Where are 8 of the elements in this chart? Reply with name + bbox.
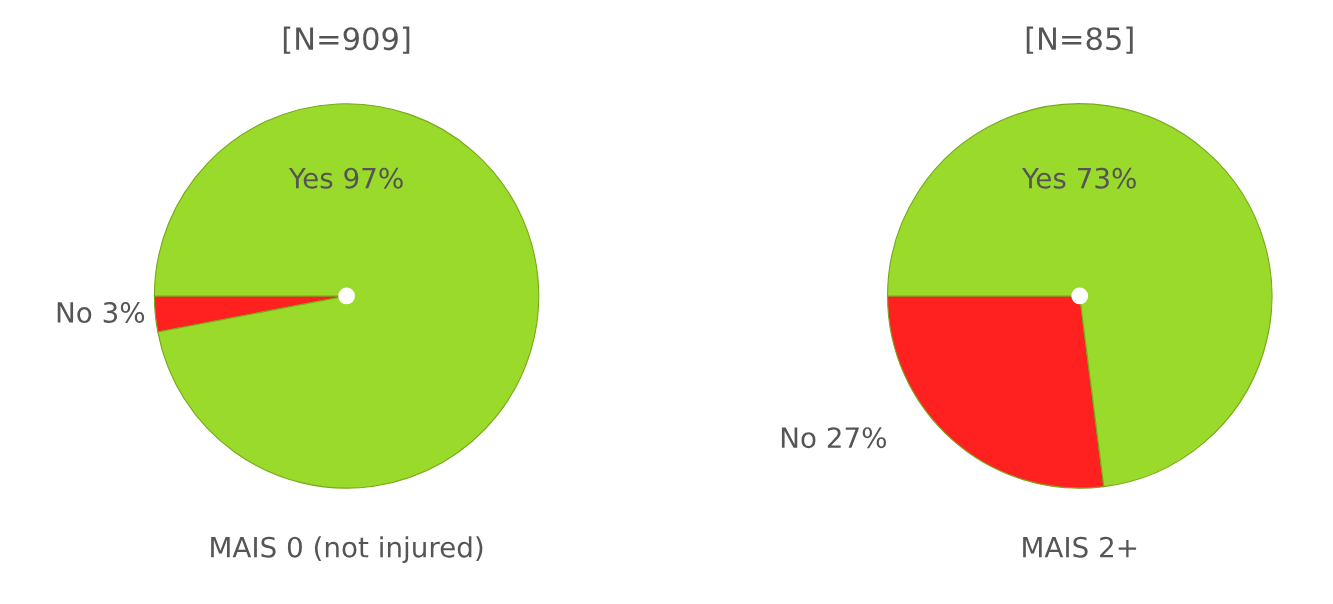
slice-label: No 3% [57,302,145,324]
text: MAIS 2+ [1023,536,1137,558]
text: MAIS 0 (not injured) [211,536,483,564]
slice-label: Yes 97% [288,167,403,189]
slice-label: No 27% [781,427,887,449]
slice-label: Yes 73% [1021,167,1136,189]
chart-title: [N=909] [283,26,410,54]
chart-title: [N=85] [1026,26,1133,54]
